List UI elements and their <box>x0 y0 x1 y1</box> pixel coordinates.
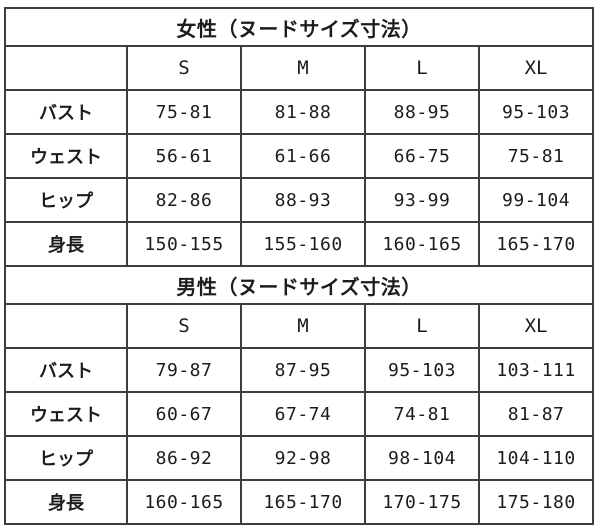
women-header-size-xl: XL <box>477 45 595 91</box>
men-height-row: 身長 160-165 165-170 170-175 175-180 <box>4 479 595 525</box>
women-size-header-row: S M L XL <box>4 45 595 91</box>
women-height-m: 155-160 <box>240 221 366 267</box>
women-header-size-m: M <box>240 45 366 91</box>
men-section-title: 男性（ヌードサイズ寸法） <box>3 265 595 305</box>
women-hip-s: 82-86 <box>126 177 242 223</box>
men-waist-xl: 81-87 <box>477 391 595 437</box>
women-bust-row: バスト 75-81 81-88 88-95 95-103 <box>4 89 595 135</box>
men-size-header-row: S M L XL <box>4 303 595 349</box>
men-header-blank-cell <box>4 303 128 349</box>
men-height-s: 160-165 <box>126 479 242 525</box>
men-hip-m: 92-98 <box>240 435 366 481</box>
men-section-title-row: 男性（ヌードサイズ寸法） <box>3 265 595 305</box>
men-hip-label: ヒップ <box>4 435 128 481</box>
men-height-m: 165-170 <box>240 479 366 525</box>
men-waist-row: ウェスト 60-67 67-74 74-81 81-87 <box>4 391 595 437</box>
women-bust-label: バスト <box>4 89 128 135</box>
women-height-s: 150-155 <box>126 221 242 267</box>
women-height-l: 160-165 <box>364 221 480 267</box>
women-waist-s: 56-61 <box>126 133 242 179</box>
men-waist-l: 74-81 <box>364 391 480 437</box>
men-hip-xl: 104-110 <box>477 435 595 481</box>
women-hip-l: 93-99 <box>364 177 480 223</box>
men-bust-label: バスト <box>4 347 128 393</box>
men-header-size-l: L <box>364 303 480 349</box>
women-bust-xl: 95-103 <box>477 89 595 135</box>
women-bust-s: 75-81 <box>126 89 242 135</box>
women-bust-m: 81-88 <box>240 89 366 135</box>
men-hip-l: 98-104 <box>364 435 480 481</box>
women-hip-m: 88-93 <box>240 177 366 223</box>
women-header-size-s: S <box>126 45 242 91</box>
women-header-blank-cell <box>4 45 128 91</box>
women-waist-m: 61-66 <box>240 133 366 179</box>
men-bust-m: 87-95 <box>240 347 366 393</box>
men-bust-s: 79-87 <box>126 347 242 393</box>
men-height-label: 身長 <box>4 479 128 525</box>
men-header-size-s: S <box>126 303 242 349</box>
women-waist-xl: 75-81 <box>477 133 595 179</box>
men-header-size-xl: XL <box>477 303 595 349</box>
men-waist-s: 60-67 <box>126 391 242 437</box>
women-hip-xl: 99-104 <box>477 177 595 223</box>
men-height-l: 170-175 <box>364 479 480 525</box>
women-waist-l: 66-75 <box>364 133 480 179</box>
women-height-row: 身長 150-155 155-160 160-165 165-170 <box>4 221 595 267</box>
men-bust-xl: 103-111 <box>477 347 595 393</box>
women-height-xl: 165-170 <box>477 221 595 267</box>
women-hip-row: ヒップ 82-86 88-93 93-99 99-104 <box>4 177 595 223</box>
women-header-size-l: L <box>364 45 480 91</box>
women-hip-label: ヒップ <box>4 177 128 223</box>
women-waist-row: ウェスト 56-61 61-66 66-75 75-81 <box>4 133 595 179</box>
women-waist-label: ウェスト <box>4 133 128 179</box>
men-bust-l: 95-103 <box>364 347 480 393</box>
women-height-label: 身長 <box>4 221 128 267</box>
women-bust-l: 88-95 <box>364 89 480 135</box>
men-header-size-m: M <box>240 303 366 349</box>
men-height-xl: 175-180 <box>477 479 595 525</box>
women-section-title-row: 女性（ヌードサイズ寸法） <box>3 7 595 47</box>
size-chart-table: 女性（ヌードサイズ寸法） S M L XL バスト 75-81 81-88 88… <box>3 7 595 525</box>
men-hip-row: ヒップ 86-92 92-98 98-104 104-110 <box>4 435 595 481</box>
men-bust-row: バスト 79-87 87-95 95-103 103-111 <box>4 347 595 393</box>
men-waist-m: 67-74 <box>240 391 366 437</box>
men-hip-s: 86-92 <box>126 435 242 481</box>
women-section-title: 女性（ヌードサイズ寸法） <box>3 7 595 47</box>
men-waist-label: ウェスト <box>4 391 128 437</box>
